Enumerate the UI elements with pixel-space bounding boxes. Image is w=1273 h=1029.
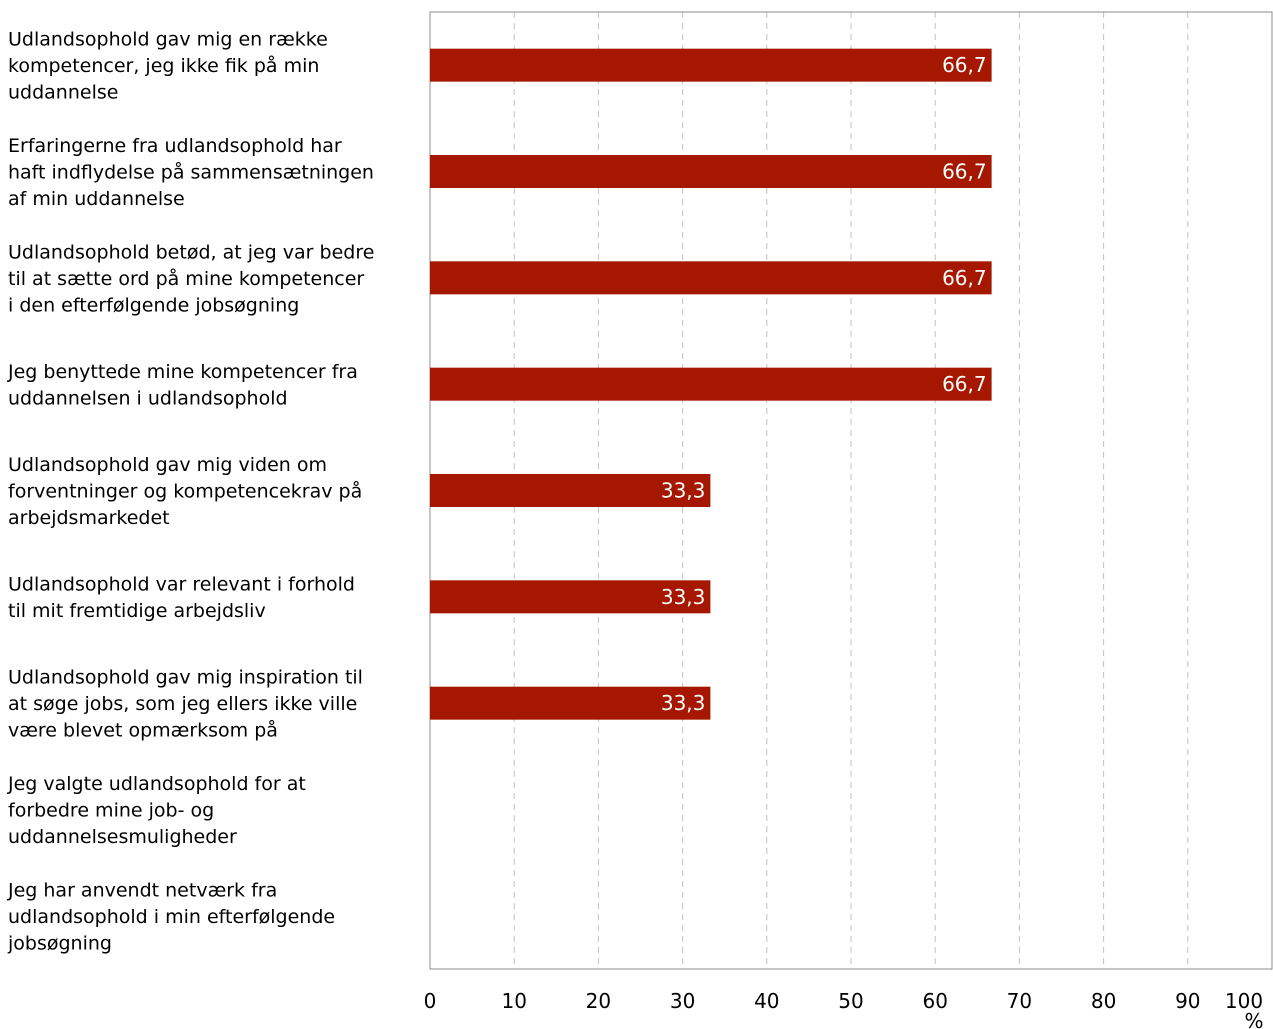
category-label: forventninger og kompetencekrav på <box>8 480 362 503</box>
category-label: Erfaringerne fra udlandsophold har <box>8 135 342 157</box>
x-tick-label: 80 <box>1091 989 1116 1013</box>
x-tick-label: 50 <box>838 989 863 1013</box>
category-label: uddannelsen i udlandsophold <box>8 387 288 409</box>
bar <box>430 580 711 614</box>
bar-value-label: 33,3 <box>661 479 706 503</box>
bar-value-label: 33,3 <box>661 691 706 715</box>
x-tick-label: 30 <box>670 989 695 1013</box>
category-label: uddannelse <box>8 82 118 104</box>
category-label: til mit fremtidige arbejdsliv <box>8 600 266 622</box>
category-label: Udlandsophold var relevant i forhold <box>8 574 355 596</box>
category-label: af min uddannelse <box>8 188 185 210</box>
category-label: arbejdsmarkedet <box>8 507 170 529</box>
category-label: jobsøgning <box>7 932 112 954</box>
category-label: til at sætte ord på mine kompetencer <box>8 267 364 290</box>
bar <box>430 474 711 507</box>
x-tick-label: 40 <box>754 989 779 1013</box>
category-label: Udlandsophold gav mig inspiration til <box>8 667 363 689</box>
category-label: Jeg har anvendt netværk fra <box>7 879 277 901</box>
x-tick-label: 100 <box>1225 989 1263 1013</box>
x-tick-label: 60 <box>922 989 947 1013</box>
x-axis-unit-label: % <box>1244 1009 1263 1029</box>
bar-value-label: 66,7 <box>942 266 987 290</box>
category-label: være blevet opmærksom på <box>8 719 278 742</box>
category-label: Udlandsophold gav mig en række <box>8 29 328 51</box>
category-label: forbedre mine job- og <box>8 800 214 822</box>
x-tick-label: 10 <box>501 989 526 1013</box>
x-tick-label: 20 <box>586 989 611 1013</box>
category-label: Udlandsophold gav mig viden om <box>8 454 327 476</box>
bar <box>430 367 992 401</box>
bar-value-label: 66,7 <box>942 53 987 77</box>
category-label: i den efterfølgende jobsøgning <box>8 294 299 316</box>
category-label: Udlandsophold betød, at jeg var bedre <box>8 241 374 263</box>
bar <box>430 686 711 720</box>
category-label: at søge jobs, som jeg ellers ikke ville <box>8 693 357 715</box>
bar-value-label: 66,7 <box>942 160 987 184</box>
category-label: udlandsophold i min efterfølgende <box>8 906 335 928</box>
x-tick-label: 70 <box>1007 989 1032 1013</box>
bar-value-label: 33,3 <box>661 585 706 609</box>
category-label: Jeg benyttede mine kompetencer fra <box>7 361 358 383</box>
bar <box>430 261 992 295</box>
category-label: haft indflydelse på sammensætningen <box>8 161 374 184</box>
category-label: uddannelsesmuligheder <box>8 826 237 848</box>
bar <box>430 155 992 188</box>
category-label: Jeg valgte udlandsophold for at <box>7 773 306 795</box>
bar <box>430 48 992 82</box>
category-label: kompetencer, jeg ikke fik på min <box>8 54 319 77</box>
x-tick-label: 90 <box>1175 989 1200 1013</box>
bar-value-label: 66,7 <box>942 372 987 396</box>
x-tick-label: 0 <box>424 989 437 1013</box>
